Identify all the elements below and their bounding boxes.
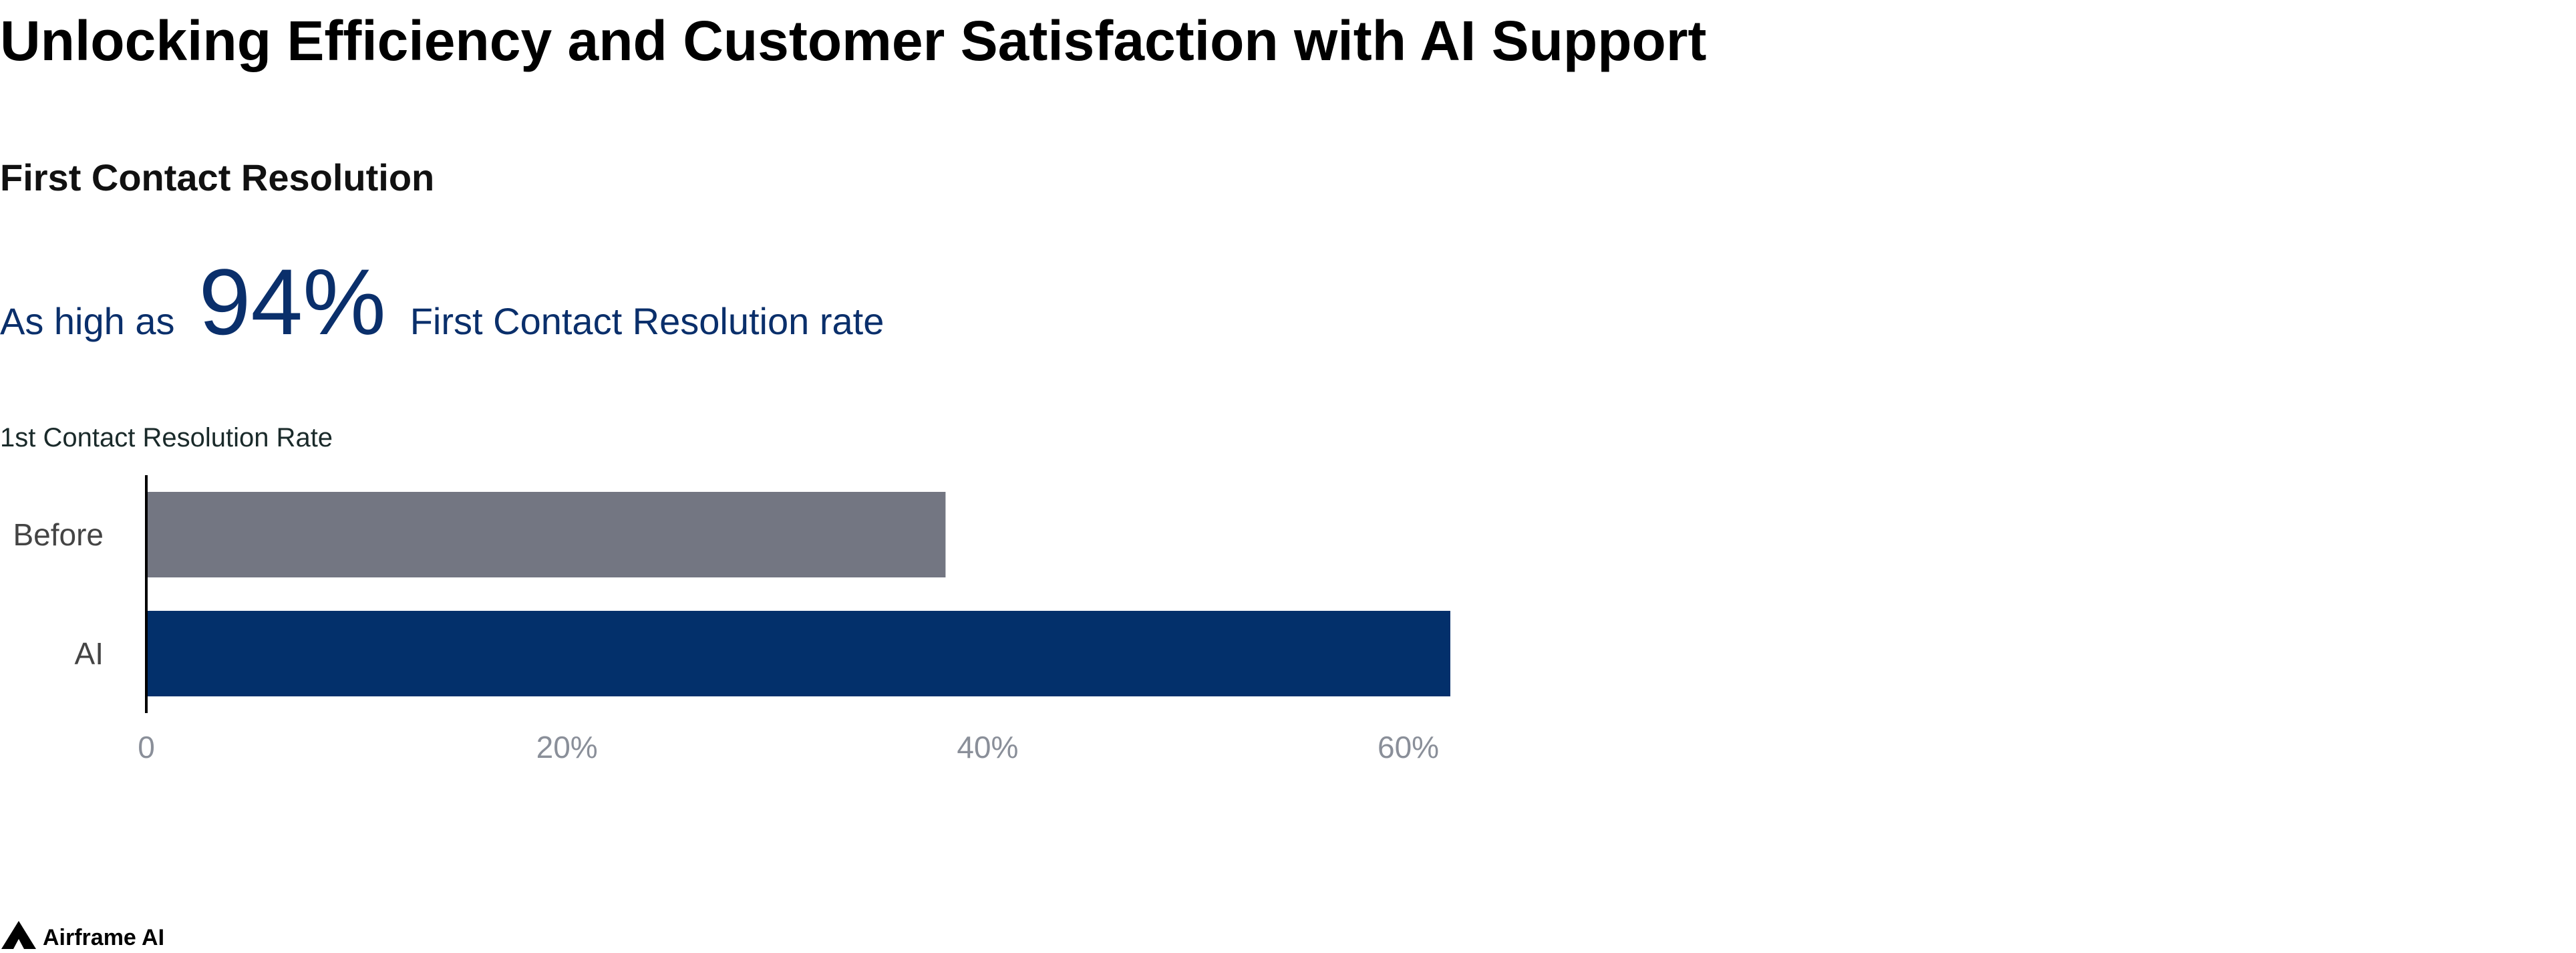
logo-icon [1, 921, 36, 949]
y-tick-label: AI [75, 636, 104, 671]
bar [146, 492, 946, 577]
highlight-suffix: First Contact Resolution rate [410, 300, 884, 342]
bar [146, 611, 1450, 696]
y-tick-label: Before [13, 517, 104, 552]
highlight-value: 94% [199, 249, 386, 354]
highlight-line: As high as 94% First Contact Resolution ra… [0, 249, 884, 354]
page-title: Unlocking Efficiency and Customer Satisf… [0, 9, 1707, 72]
brand-logo: Airframe AI [1, 921, 164, 950]
x-tick-label: 0 [138, 730, 155, 765]
x-tick-label: 40% [957, 730, 1018, 765]
x-tick-label: 60% [1378, 730, 1439, 765]
x-tick-label: 20% [536, 730, 598, 765]
highlight-prefix: As high as [0, 300, 175, 342]
section-title: First Contact Resolution [0, 156, 434, 198]
chart-title: 1st Contact Resolution Rate [0, 423, 333, 452]
brand-name: Airframe AI [43, 925, 164, 950]
